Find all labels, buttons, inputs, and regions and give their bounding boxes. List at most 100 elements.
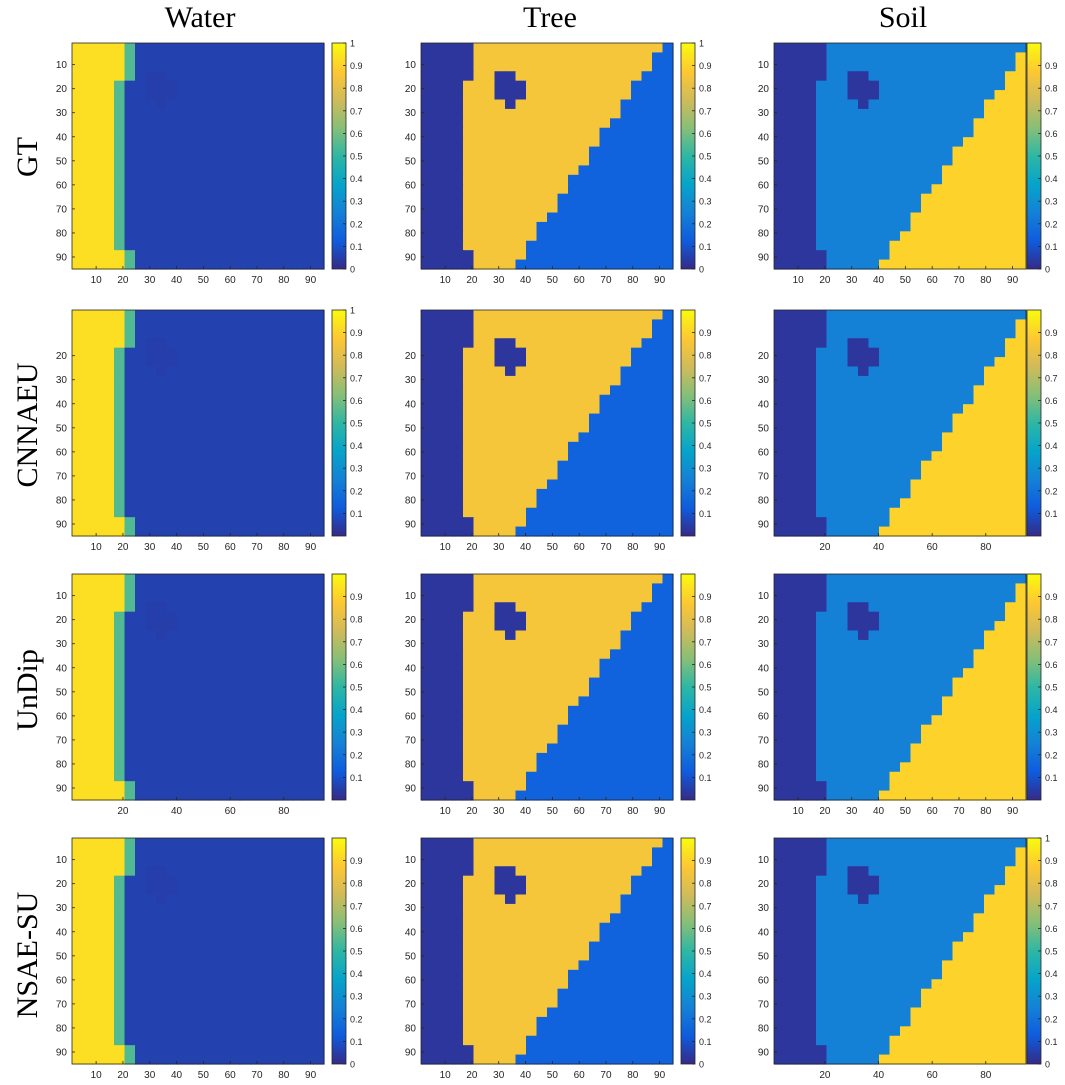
heatmap-cell — [784, 423, 796, 434]
heatmap-cell — [557, 668, 569, 679]
heatmap-cell — [879, 441, 891, 452]
heatmap-cell — [900, 146, 912, 157]
heatmap-cell — [984, 174, 996, 185]
heatmap-cell — [261, 743, 273, 754]
heatmap-cell — [526, 790, 538, 801]
heatmap-cell — [1005, 460, 1017, 471]
heatmap-cell — [177, 790, 189, 801]
heatmap-cell — [177, 61, 189, 72]
heatmap-cell — [557, 250, 569, 261]
heatmap-cell — [103, 413, 115, 424]
heatmap-cell — [1015, 423, 1027, 434]
heatmap-cell — [261, 347, 273, 358]
heatmap-cell — [784, 259, 796, 270]
heatmap-cell — [847, 52, 859, 63]
heatmap-cell — [103, 99, 115, 110]
heatmap-cell — [271, 43, 283, 54]
heatmap-cell — [198, 231, 210, 242]
heatmap-cell — [784, 137, 796, 148]
heatmap-cell — [589, 80, 601, 91]
heatmap-cell — [177, 687, 189, 698]
heatmap-cell — [973, 338, 985, 349]
heatmap-cell — [156, 184, 168, 195]
heatmap-cell — [187, 526, 199, 537]
heatmap-cell — [303, 488, 315, 499]
heatmap-cell — [219, 649, 231, 660]
heatmap-cell — [921, 165, 933, 176]
heatmap-cell — [526, 404, 538, 415]
heatmap-cell — [889, 90, 901, 101]
heatmap-cell — [219, 611, 231, 622]
heatmap-cell — [599, 43, 611, 54]
heatmap-cell — [219, 762, 231, 773]
heatmap-cell — [620, 319, 632, 330]
heatmap-cell — [145, 52, 157, 63]
heatmap-cell — [973, 375, 985, 386]
heatmap-cell — [599, 517, 611, 528]
heatmap-cell — [847, 375, 859, 386]
heatmap-cell — [198, 470, 210, 481]
heatmap-cell — [774, 366, 786, 377]
heatmap-cell — [805, 423, 817, 434]
heatmap-cell — [124, 649, 136, 660]
heatmap-cell — [250, 366, 262, 377]
heatmap-cell — [1005, 259, 1017, 270]
heatmap-cell — [208, 762, 220, 773]
heatmap-cell — [261, 677, 273, 688]
heatmap-cell — [282, 127, 294, 138]
heatmap-cell — [568, 507, 580, 518]
heatmap-cell — [826, 328, 838, 339]
heatmap-cell — [547, 771, 559, 782]
heatmap-cell — [921, 127, 933, 138]
heatmap-cell — [889, 451, 901, 462]
heatmap-cell — [816, 231, 828, 242]
heatmap-cell — [208, 668, 220, 679]
heatmap-cell — [135, 734, 147, 745]
heatmap-cell — [599, 240, 611, 251]
heatmap-cell — [156, 762, 168, 773]
heatmap-cell — [942, 394, 954, 405]
heatmap-cell — [984, 460, 996, 471]
heatmap-cell — [921, 470, 933, 481]
heatmap-cell — [610, 127, 622, 138]
heatmap-cell — [303, 328, 315, 339]
heatmap-cell — [578, 583, 590, 594]
heatmap-cell — [93, 71, 105, 82]
heatmap-cell — [641, 592, 653, 603]
heatmap-cell — [910, 240, 922, 251]
y-tick-label: 20 — [56, 84, 68, 95]
heatmap-cell — [494, 203, 506, 214]
heatmap-cell — [484, 630, 496, 641]
heatmap-cell — [994, 451, 1006, 462]
heatmap-cell — [816, 347, 828, 358]
heatmap-cell — [473, 212, 485, 223]
heatmap-cell — [889, 488, 901, 499]
heatmap-cell — [135, 432, 147, 443]
heatmap-cell — [114, 611, 126, 622]
heatmap-cell — [82, 705, 94, 716]
heatmap-cell — [879, 394, 891, 405]
heatmap-cell — [641, 762, 653, 773]
heatmap-cell — [816, 61, 828, 72]
heatmap-cell — [515, 658, 527, 669]
heatmap-cell — [463, 394, 475, 405]
heatmap-cell — [187, 137, 199, 148]
heatmap-cell — [473, 357, 485, 368]
heatmap-cell — [816, 413, 828, 424]
heatmap-cell — [952, 90, 964, 101]
heatmap-cell — [452, 52, 464, 63]
heatmap-cell — [240, 752, 252, 763]
heatmap-cell — [442, 602, 454, 613]
heatmap-cell — [973, 328, 985, 339]
heatmap-cell — [431, 156, 443, 167]
heatmap-cell — [984, 441, 996, 452]
heatmap-cell — [219, 677, 231, 688]
heatmap-cell — [145, 517, 157, 528]
heatmap-cell — [114, 240, 126, 251]
heatmap-cell — [156, 743, 168, 754]
colorbar-tick-label: 0.7 — [350, 106, 363, 116]
heatmap-cell — [494, 621, 506, 632]
heatmap-cell — [868, 328, 880, 339]
heatmap-cell — [452, 212, 464, 223]
heatmap-cell — [631, 90, 643, 101]
